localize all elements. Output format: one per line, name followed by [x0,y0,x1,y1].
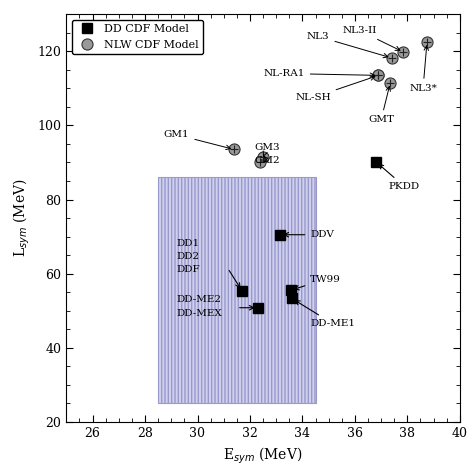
Text: NL3-II: NL3-II [343,27,400,50]
Text: PKDD: PKDD [379,164,420,191]
Text: DD-ME1: DD-ME1 [295,301,356,328]
Bar [158,177,316,403]
Text: NL3*: NL3* [409,46,437,93]
Text: NL-RA1: NL-RA1 [264,69,374,78]
Text: GMT: GMT [368,87,394,124]
Text: DDV: DDV [284,230,334,239]
Text: DDF: DDF [176,265,200,274]
Text: DD-ME2: DD-ME2 [176,295,221,304]
X-axis label: E$_{sym}$ (MeV): E$_{sym}$ (MeV) [223,445,303,465]
Y-axis label: L$_{sym}$ (MeV): L$_{sym}$ (MeV) [12,179,32,257]
Text: TW99: TW99 [294,275,341,290]
Text: GM3: GM3 [254,143,280,156]
Text: NL-SH: NL-SH [295,76,375,102]
Text: DD1: DD1 [176,239,200,248]
Text: NL3: NL3 [307,32,388,58]
Legend: DD CDF Model, NLW CDF Model: DD CDF Model, NLW CDF Model [72,20,203,54]
Text: DD2: DD2 [176,253,200,262]
Text: DD-MEX: DD-MEX [176,309,222,318]
Text: GM2: GM2 [254,156,280,165]
Text: GM1: GM1 [164,130,230,150]
